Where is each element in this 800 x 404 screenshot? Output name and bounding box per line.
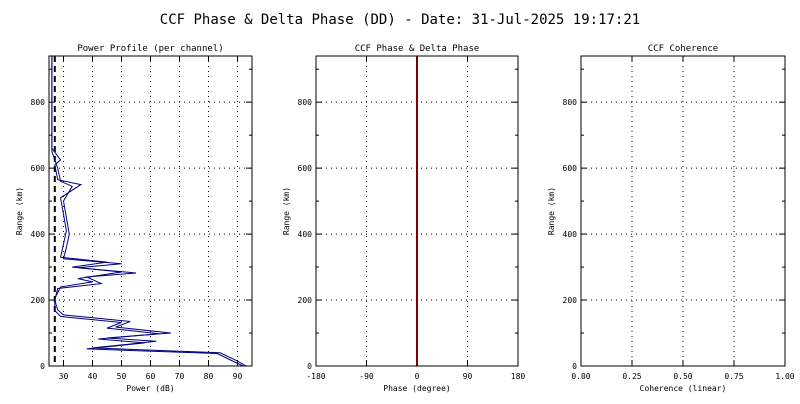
y-tick-label: 400 xyxy=(563,230,578,239)
plot-frame xyxy=(48,55,253,367)
y-axis-label: Range (km) xyxy=(15,187,24,235)
y-tick-label: 200 xyxy=(298,296,313,305)
x-tick-label: -180 xyxy=(306,372,325,381)
y-tick-label: 200 xyxy=(563,296,578,305)
y-tick-label: 0 xyxy=(572,362,577,371)
y-tick-label: 0 xyxy=(307,362,312,371)
y-tick-label: 0 xyxy=(40,362,45,371)
x-tick-label: 180 xyxy=(511,372,526,381)
data-series-1 xyxy=(51,56,247,367)
x-axis-label: Coherence (linear) xyxy=(640,384,727,393)
panel-title: Power Profile (per channel) xyxy=(77,44,223,54)
x-tick-label: 90 xyxy=(463,372,473,381)
x-tick-label: 70 xyxy=(175,372,185,381)
x-tick-label: 0.25 xyxy=(622,372,641,381)
chart-panel-2: -180 -90 0 90 180 0 200 400 600 800 CCF Phase & De… xyxy=(282,44,525,393)
x-tick-label: 60 xyxy=(146,372,156,381)
y-tick-label: 600 xyxy=(298,164,313,173)
x-tick-label: 40 xyxy=(88,372,98,381)
x-tick-label: 0 xyxy=(415,372,420,381)
y-tick-label: 400 xyxy=(31,230,46,239)
x-tick-label: 1.00 xyxy=(775,372,794,381)
x-tick-label: 0.50 xyxy=(673,372,692,381)
x-tick-label: 0.00 xyxy=(571,372,590,381)
y-tick-label: 600 xyxy=(563,164,578,173)
plot-frame xyxy=(580,55,786,367)
y-tick-label: 400 xyxy=(298,230,313,239)
y-axis-label: Range (km) xyxy=(282,187,291,235)
x-axis-label: Power (dB) xyxy=(126,384,174,393)
x-tick-label: 80 xyxy=(204,372,214,381)
y-tick-label: 600 xyxy=(31,164,46,173)
panel-title: CCF Coherence xyxy=(648,44,718,54)
plot-frame xyxy=(315,55,519,367)
y-axis-label: Range (km) xyxy=(547,187,556,235)
x-tick-label: 50 xyxy=(117,372,127,381)
y-tick-label: 800 xyxy=(31,98,46,107)
chart-panel-1: 30 40 50 60 70 80 90 0 200 400 600 800 Power Profile… xyxy=(15,44,253,393)
x-tick-label: 90 xyxy=(233,372,243,381)
chart-panel-3: 0.00 0.25 0.50 0.75 1.00 0 200 400 600 800 CCF Coh… xyxy=(547,44,795,393)
x-tick-label: 30 xyxy=(59,372,69,381)
panel-title: CCF Phase & Delta Phase xyxy=(355,44,480,54)
y-tick-label: 800 xyxy=(298,98,313,107)
figure-title: CCF Phase & Delta Phase (DD) - Date: 31-… xyxy=(160,12,640,28)
x-tick-label: 0.75 xyxy=(724,372,743,381)
data-series-2 xyxy=(51,56,244,367)
x-tick-label: -90 xyxy=(359,372,374,381)
y-tick-label: 200 xyxy=(31,296,46,305)
y-tick-label: 800 xyxy=(563,98,578,107)
x-axis-label: Phase (degree) xyxy=(383,384,450,393)
